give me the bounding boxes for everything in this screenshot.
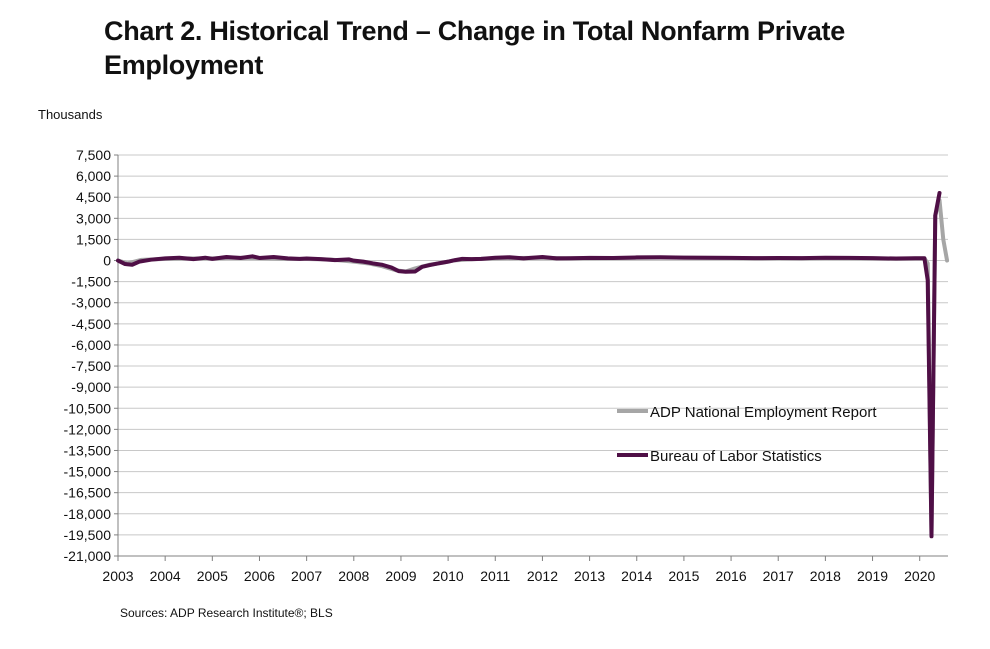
x-tick-label: 2003 [102,568,133,584]
legend-label-bls: Bureau of Labor Statistics [650,448,822,465]
x-tick-label: 2006 [244,568,275,584]
y-tick-label: -12,000 [64,421,112,437]
y-tick-label: -3,000 [71,295,111,311]
x-tick-label: 2014 [621,568,652,584]
y-tick-label: -9,000 [71,379,111,395]
y-tick-label: 3,000 [76,210,111,226]
x-tick-label: 2018 [810,568,841,584]
y-tick-label: -7,500 [71,358,111,374]
y-tick-label: 4,500 [76,189,111,205]
x-tick-label: 2015 [668,568,699,584]
x-tick-label: 2004 [150,568,181,584]
y-tick-label: -10,500 [64,400,112,416]
legend-label-adp: ADP National Employment Report [650,404,877,421]
x-tick-label: 2019 [857,568,888,584]
x-tick-label: 2013 [574,568,605,584]
y-tick-label: -16,500 [64,485,112,501]
source-note: Sources: ADP Research Institute®; BLS [120,606,333,620]
x-tick-label: 2012 [527,568,558,584]
x-tick-label: 2009 [385,568,416,584]
x-tick-label: 2016 [715,568,746,584]
y-tick-label: -6,000 [71,337,111,353]
x-tick-label: 2020 [904,568,935,584]
y-axis-unit-label: Thousands [38,107,103,122]
x-tick-label: 2017 [763,568,794,584]
series-line-bls [116,190,942,539]
x-tick-label: 2011 [480,568,510,584]
x-tick-label: 2007 [291,568,322,584]
y-tick-label: 1,500 [76,231,111,247]
y-tick-label: -21,000 [64,548,112,564]
x-tick-label: 2008 [338,568,369,584]
y-tick-label: -15,000 [64,464,112,480]
y-tick-label: -18,000 [64,506,112,522]
x-tick-label: 2010 [433,568,464,584]
y-tick-label: -4,500 [71,316,111,332]
x-tick-label: 2005 [197,568,228,584]
series-line-adp [116,198,950,537]
y-tick-label: 6,000 [76,168,111,184]
y-tick-label: 0 [103,253,111,269]
y-tick-label: -19,500 [64,527,112,543]
y-tick-label: 7,500 [76,147,111,163]
y-tick-label: -1,500 [71,274,111,290]
chart-title: Chart 2. Historical Trend – Change in To… [104,16,845,80]
y-tick-label: -13,500 [64,442,112,458]
